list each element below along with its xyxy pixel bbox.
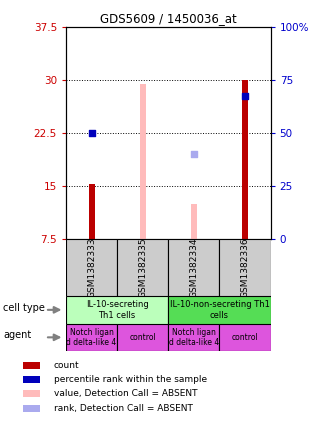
Text: GSM1382333: GSM1382333	[87, 237, 96, 298]
Bar	[66, 296, 168, 324]
Text: IL-10-secreting
Th1 cells: IL-10-secreting Th1 cells	[86, 300, 148, 319]
Bar	[219, 324, 271, 351]
Text: value, Detection Call = ABSENT: value, Detection Call = ABSENT	[53, 389, 197, 398]
Bar	[117, 239, 168, 296]
Text: GSM1382335: GSM1382335	[138, 237, 147, 298]
Point	[242, 93, 248, 99]
Bar	[22, 405, 40, 412]
Bar	[22, 376, 40, 382]
Bar	[117, 324, 168, 351]
Bar	[168, 324, 219, 351]
Title: GDS5609 / 1450036_at: GDS5609 / 1450036_at	[100, 12, 237, 25]
Bar	[191, 204, 197, 239]
Point	[191, 151, 196, 158]
Text: GSM1382334: GSM1382334	[189, 237, 198, 298]
Text: control: control	[232, 333, 258, 342]
Bar	[219, 239, 271, 296]
Bar	[242, 80, 248, 239]
Text: Notch ligan
d delta-like 4: Notch ligan d delta-like 4	[66, 328, 117, 347]
Bar	[88, 184, 95, 239]
Text: agent: agent	[3, 330, 32, 340]
Point	[89, 130, 94, 137]
Text: cell type: cell type	[3, 303, 45, 313]
Bar	[22, 390, 40, 397]
Bar	[168, 239, 219, 296]
Bar	[66, 324, 117, 351]
Text: count: count	[53, 361, 79, 370]
Text: GSM1382336: GSM1382336	[241, 237, 249, 298]
Bar	[140, 84, 146, 239]
Text: IL-10-non-secreting Th1
cells: IL-10-non-secreting Th1 cells	[170, 300, 269, 319]
Bar	[66, 239, 117, 296]
Text: Notch ligan
d delta-like 4: Notch ligan d delta-like 4	[169, 328, 219, 347]
Text: rank, Detection Call = ABSENT: rank, Detection Call = ABSENT	[53, 404, 192, 413]
Bar	[22, 362, 40, 369]
Text: percentile rank within the sample: percentile rank within the sample	[53, 375, 207, 384]
Bar	[168, 296, 271, 324]
Text: control: control	[129, 333, 156, 342]
